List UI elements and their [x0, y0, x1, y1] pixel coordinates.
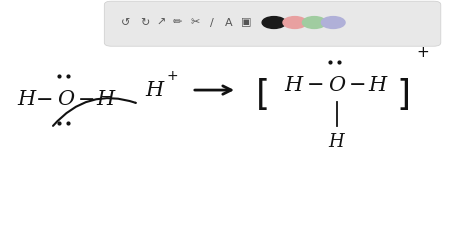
Text: −: − [349, 75, 366, 95]
FancyBboxPatch shape [104, 1, 441, 46]
Text: H: H [145, 81, 163, 100]
Text: ↗: ↗ [156, 18, 166, 27]
Circle shape [262, 17, 286, 28]
Text: [: [ [256, 78, 270, 112]
Text: ↺: ↺ [121, 18, 130, 27]
Text: H: H [328, 133, 345, 151]
Text: ▣: ▣ [241, 18, 252, 27]
Text: −: − [36, 90, 54, 109]
Text: O: O [328, 76, 345, 95]
Text: H: H [285, 76, 303, 95]
Text: O: O [57, 90, 74, 109]
Text: ✏: ✏ [173, 18, 182, 27]
Text: H: H [369, 76, 387, 95]
Text: +: + [166, 69, 178, 83]
Text: H: H [96, 90, 114, 109]
Text: /: / [210, 18, 214, 27]
FancyArrowPatch shape [53, 98, 136, 126]
Text: H: H [17, 90, 35, 109]
Circle shape [321, 17, 345, 28]
Circle shape [283, 17, 307, 28]
Text: A: A [225, 18, 232, 27]
Text: +: + [417, 45, 429, 60]
Text: −: − [307, 75, 324, 95]
Text: −: − [78, 90, 95, 109]
Text: ✂: ✂ [191, 18, 200, 27]
Circle shape [302, 17, 326, 28]
Text: ↻: ↻ [140, 18, 149, 27]
Text: ]: ] [397, 78, 411, 112]
